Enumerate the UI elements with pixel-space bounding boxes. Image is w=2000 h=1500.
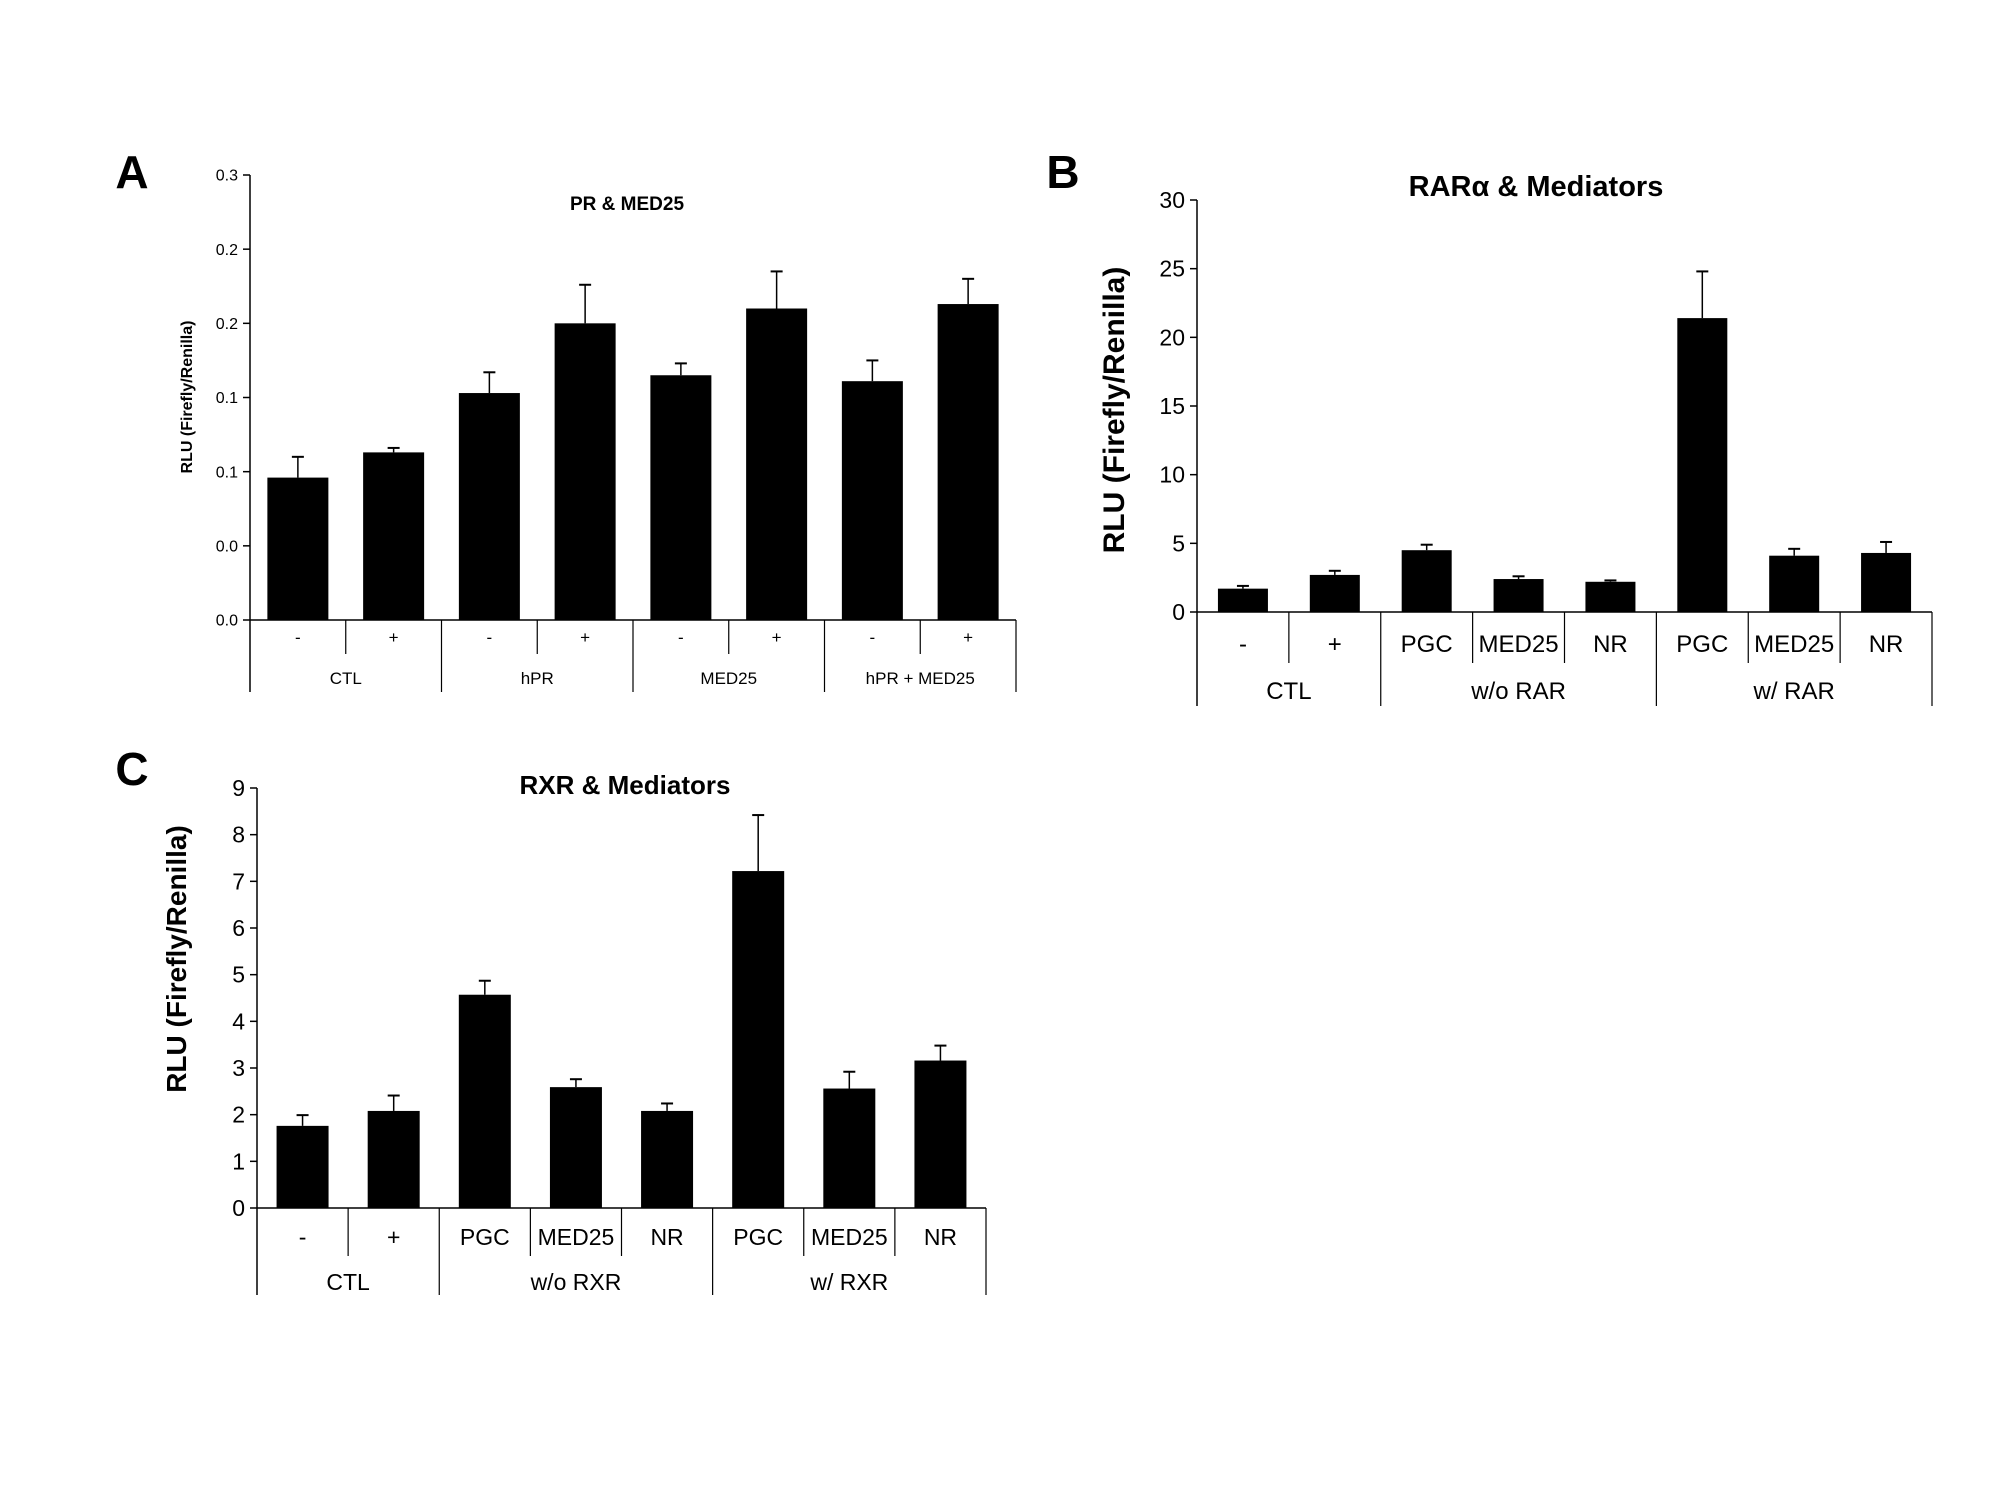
y-axis-label: RLU (Firefly/Renilla) bbox=[161, 825, 192, 1093]
category-label: MED25 bbox=[1479, 631, 1559, 658]
bar bbox=[1585, 581, 1636, 612]
category-label: - bbox=[678, 628, 684, 647]
y-tick-label: 4 bbox=[232, 1008, 245, 1034]
y-tick-label: 0.0 bbox=[216, 613, 238, 630]
bar bbox=[276, 1125, 329, 1208]
category-label: NR bbox=[1593, 631, 1628, 658]
category-label: MED25 bbox=[538, 1224, 615, 1250]
bar bbox=[732, 871, 785, 1208]
y-tick-label: 10 bbox=[1159, 462, 1185, 488]
y-tick-label: 1 bbox=[232, 1148, 245, 1174]
chart-title: PR & MED25 bbox=[570, 194, 684, 215]
group-label: w/ RXR bbox=[809, 1269, 888, 1295]
bar bbox=[1677, 318, 1728, 612]
bar bbox=[1309, 574, 1360, 612]
bar bbox=[1769, 555, 1820, 612]
y-tick-label: 5 bbox=[232, 962, 245, 988]
group-label: CTL bbox=[1266, 678, 1311, 705]
group-label: hPR bbox=[521, 669, 554, 688]
category-label: NR bbox=[1869, 631, 1904, 658]
bar bbox=[914, 1060, 967, 1208]
panel-letter: B bbox=[1046, 146, 1079, 198]
y-tick-label: 15 bbox=[1159, 393, 1185, 419]
category-label: PGC bbox=[460, 1224, 510, 1250]
bar bbox=[937, 304, 999, 620]
bar bbox=[458, 994, 511, 1208]
category-label: PGC bbox=[733, 1224, 783, 1250]
category-label: NR bbox=[924, 1224, 957, 1250]
chart-panel-a: A PR & MED25 RLU (Firefly/Renilla) 0.0 0.0 0.… bbox=[115, 146, 1017, 692]
y-tick-label: 0 bbox=[232, 1195, 245, 1221]
y-tick-label: 5 bbox=[1172, 530, 1185, 556]
bar bbox=[267, 477, 329, 620]
y-tick-label: 0.1 bbox=[216, 390, 238, 407]
bar bbox=[641, 1110, 694, 1208]
y-tick-label: 9 bbox=[232, 775, 245, 801]
chart-title: RARα & Mediators bbox=[1409, 171, 1664, 203]
y-tick-label: 8 bbox=[232, 822, 245, 848]
bar bbox=[823, 1088, 876, 1208]
category-label: + bbox=[389, 628, 399, 647]
category-label: + bbox=[580, 628, 590, 647]
bar bbox=[554, 323, 616, 620]
bar bbox=[1493, 579, 1544, 612]
category-label: - bbox=[1239, 631, 1247, 658]
chart-panel-b: B RARα & Mediators RLU (Firefly/Renilla) 0 5… bbox=[1046, 146, 1933, 706]
y-tick-label: 0.1 bbox=[216, 464, 238, 481]
category-label: MED25 bbox=[811, 1224, 888, 1250]
y-tick-label: 0.0 bbox=[216, 538, 238, 555]
chart-title: RXR & Mediators bbox=[520, 770, 731, 800]
bar bbox=[549, 1087, 602, 1208]
y-tick-label: 6 bbox=[232, 915, 245, 941]
category-label: + bbox=[387, 1224, 400, 1250]
group-label: w/ RAR bbox=[1753, 678, 1835, 705]
y-tick-label: 3 bbox=[232, 1055, 245, 1081]
bar bbox=[746, 308, 808, 620]
bar bbox=[367, 1110, 420, 1208]
category-label: + bbox=[963, 628, 973, 647]
category-label: PGC bbox=[1401, 631, 1453, 658]
group-label: w/o RAR bbox=[1470, 678, 1566, 705]
bar bbox=[841, 381, 903, 620]
y-axis-label: RLU (Firefly/Renilla) bbox=[1098, 267, 1131, 554]
bar bbox=[363, 452, 425, 620]
y-tick-label: 0 bbox=[1172, 599, 1185, 625]
category-label: - bbox=[870, 628, 876, 647]
category-label: - bbox=[299, 1224, 307, 1250]
category-label: NR bbox=[650, 1224, 683, 1250]
y-tick-label: 7 bbox=[232, 868, 245, 894]
y-tick-label: 20 bbox=[1159, 324, 1185, 350]
category-label: + bbox=[772, 628, 782, 647]
panel-letter: A bbox=[115, 146, 148, 198]
bar bbox=[458, 393, 520, 620]
y-tick-label: 25 bbox=[1159, 256, 1185, 282]
group-label: CTL bbox=[326, 1269, 370, 1295]
panel-letter: C bbox=[115, 743, 148, 795]
category-label: + bbox=[1328, 631, 1342, 658]
bar bbox=[650, 375, 712, 620]
bar bbox=[1861, 552, 1912, 612]
y-axis-label: RLU (Firefly/Renilla) bbox=[179, 321, 196, 474]
y-tick-label: 0.2 bbox=[216, 316, 238, 333]
y-tick-label: 0.3 bbox=[216, 168, 238, 185]
category-label: MED25 bbox=[1754, 631, 1834, 658]
group-label: CTL bbox=[330, 669, 362, 688]
category-label: - bbox=[487, 628, 493, 647]
chart-panel-c: C RXR & Mediators RLU (Firefly/Renilla) 0 1 2… bbox=[115, 743, 987, 1295]
bar bbox=[1401, 550, 1452, 612]
group-label: hPR + MED25 bbox=[866, 669, 975, 688]
group-label: MED25 bbox=[700, 669, 757, 688]
category-label: PGC bbox=[1676, 631, 1728, 658]
y-tick-label: 30 bbox=[1159, 187, 1185, 213]
y-tick-label: 2 bbox=[232, 1102, 245, 1128]
bar bbox=[1217, 588, 1268, 612]
group-label: w/o RXR bbox=[530, 1269, 622, 1295]
y-tick-label: 0.2 bbox=[216, 242, 238, 259]
category-label: - bbox=[295, 628, 301, 647]
